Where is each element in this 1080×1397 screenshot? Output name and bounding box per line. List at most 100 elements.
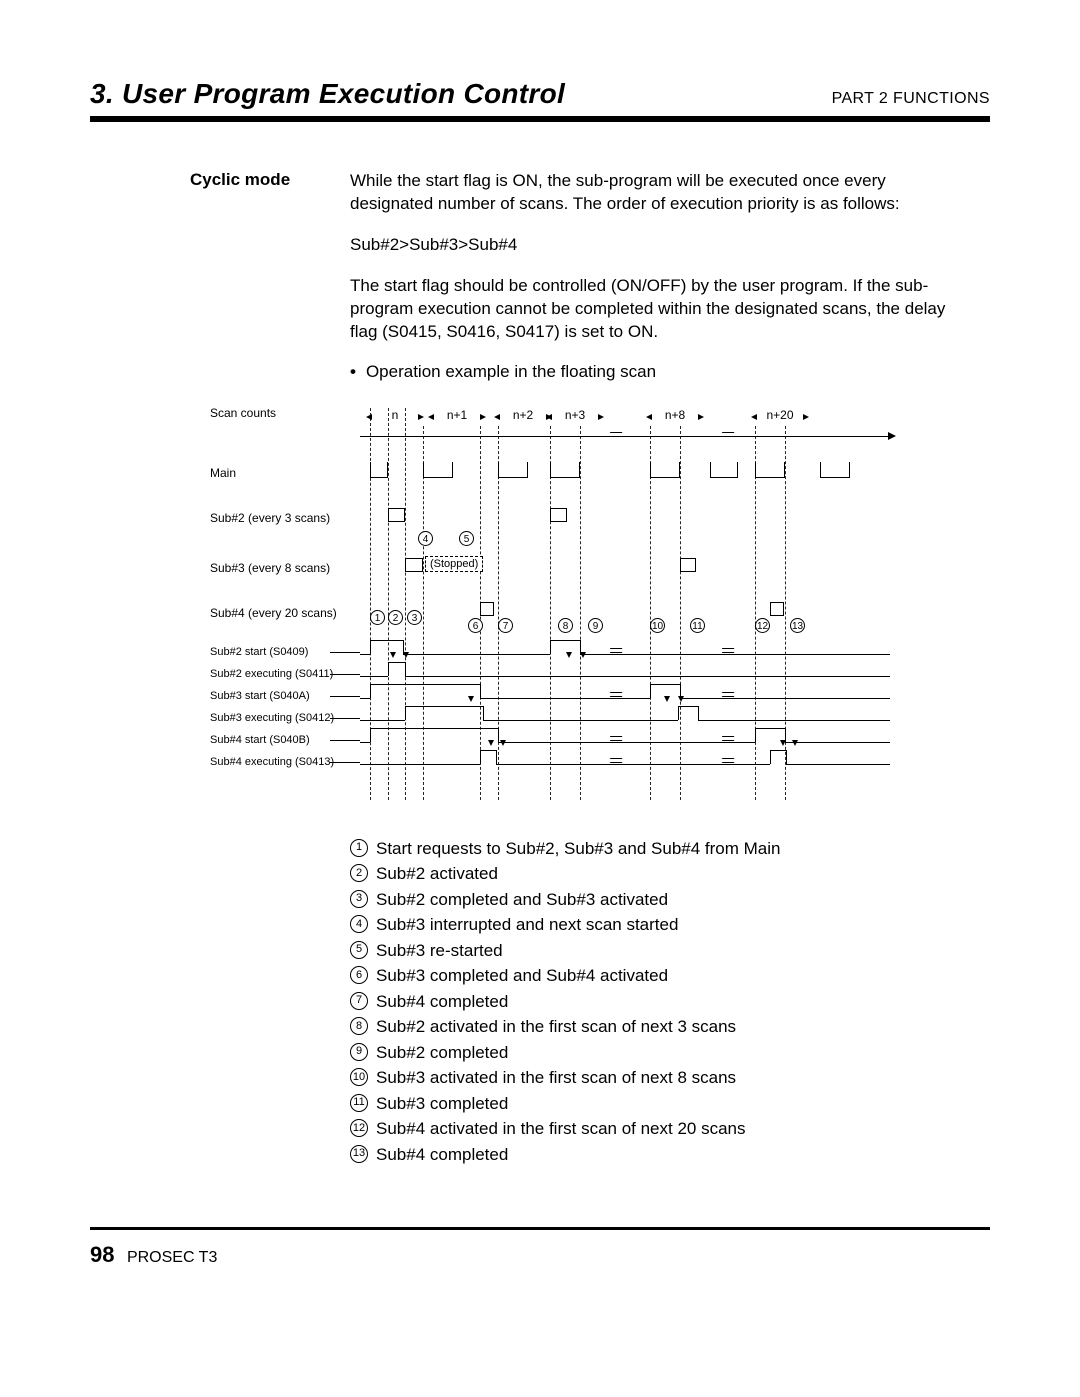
step-text: Sub#3 completed and Sub#4 activated	[376, 963, 668, 989]
label-sub3-exec: Sub#3 executing (S0412)	[210, 712, 334, 724]
axis-break-icon	[608, 758, 620, 768]
lead	[330, 674, 360, 675]
chapter-title: 3. User Program Execution Control	[90, 78, 565, 110]
step-num: 3	[350, 890, 368, 908]
step-item: 13Sub#4 completed	[350, 1142, 990, 1168]
scan-n: n	[370, 408, 420, 422]
step-num: 11	[350, 1094, 368, 1112]
sig-sub2-exec	[360, 662, 890, 676]
main-block	[498, 462, 528, 478]
sub2-block	[388, 508, 405, 522]
step-text: Sub#3 activated in the first scan of nex…	[376, 1065, 736, 1091]
arrow-icon	[566, 652, 572, 658]
bullet-row: • Operation example in the floating scan	[350, 362, 950, 382]
sig-sub4-exec	[360, 750, 890, 764]
main-block	[710, 462, 738, 478]
sig-sub3-exec	[360, 706, 890, 720]
label-sub3: Sub#3 (every 8 scans)	[210, 561, 330, 575]
callout-6: 6	[468, 618, 483, 633]
step-text: Sub#2 completed	[376, 1040, 508, 1066]
step-item: 10 Sub#3 activated in the first scan of n…	[350, 1065, 990, 1091]
step-item: 5 Sub#3 re-started	[350, 938, 990, 964]
step-num: 4	[350, 915, 368, 933]
axis-break-icon	[608, 692, 620, 702]
header-row: 3. User Program Execution Control PART 2…	[90, 78, 990, 116]
lead	[330, 652, 360, 653]
vline	[423, 426, 424, 800]
arrow-icon	[580, 652, 586, 658]
part-label: PART 2 FUNCTIONS	[832, 90, 990, 108]
main-block	[755, 462, 785, 478]
callout-13: 13	[790, 618, 805, 633]
axis-break-icon	[720, 432, 732, 442]
step-item: 1 Start requests to Sub#2, Sub#3 and Sub#…	[350, 836, 990, 862]
body-columns: Cyclic mode While the start flag is ON, …	[190, 170, 950, 396]
lead	[330, 718, 360, 719]
lead	[330, 740, 360, 741]
sig-sub2-start	[360, 640, 890, 654]
arrow-icon	[664, 696, 670, 702]
para-1: While the start flag is ON, the sub-prog…	[350, 170, 950, 216]
step-item: 7Sub#4 completed	[350, 989, 990, 1015]
step-num: 2	[350, 864, 368, 882]
main-block	[550, 462, 580, 478]
para-2: The start flag should be controlled (ON/…	[350, 275, 950, 344]
stopped-label: (Stopped)	[425, 556, 483, 572]
scan-n2: n+2	[498, 408, 548, 422]
axis	[360, 436, 890, 437]
step-num: 12	[350, 1119, 368, 1137]
step-item: 9Sub#2 completed	[350, 1040, 990, 1066]
arrow-icon	[780, 740, 786, 746]
arrow-icon	[403, 652, 409, 658]
step-item: 6Sub#3 completed and Sub#4 activated	[350, 963, 990, 989]
step-num: 1	[350, 839, 368, 857]
step-num: 13	[350, 1145, 368, 1163]
callout-12: 12	[755, 618, 770, 633]
steps-list: 1 Start requests to Sub#2, Sub#3 and Sub#…	[350, 836, 990, 1168]
label-sub2-start: Sub#2 start (S0409)	[210, 646, 308, 658]
vline	[580, 426, 581, 800]
timing-diagram: Scan counts Main Sub#2 (every 3 scans) S…	[210, 396, 890, 806]
arrow-icon	[678, 696, 684, 702]
main-block	[370, 462, 388, 478]
step-item: 8Sub#2 activated in the first scan of ne…	[350, 1014, 990, 1040]
main-block	[820, 462, 850, 478]
vline	[650, 426, 651, 800]
lead	[330, 762, 360, 763]
sig-sub4-start	[360, 728, 890, 742]
step-item: 2Sub#2 activated	[350, 861, 990, 887]
step-num: 8	[350, 1017, 368, 1035]
callout-4: 4	[418, 531, 433, 546]
step-text: Start requests to Sub#2, Sub#3 and Sub#4…	[376, 836, 780, 862]
step-text: Sub#2 completed and Sub#3 activated	[376, 887, 668, 913]
step-num: 7	[350, 992, 368, 1010]
vline	[680, 426, 681, 800]
main-block	[650, 462, 680, 478]
callout-10: 10	[650, 618, 665, 633]
label-sub4-exec: Sub#4 executing (S0413)	[210, 756, 334, 768]
step-text: Sub#4 activated in the first scan of nex…	[376, 1116, 746, 1142]
sig-sub3-start	[360, 684, 890, 698]
step-num: 10	[350, 1068, 368, 1086]
body-text: While the start flag is ON, the sub-prog…	[350, 170, 950, 396]
vline	[755, 426, 756, 800]
label-sub4: Sub#4 (every 20 scans)	[210, 606, 337, 620]
sub4-block	[770, 602, 784, 616]
label-sub2: Sub#2 (every 3 scans)	[210, 511, 330, 525]
axis-break-icon	[720, 736, 732, 746]
step-text: Sub#3 completed	[376, 1091, 508, 1117]
scan-n3: n+3	[550, 408, 600, 422]
scan-n20: n+20	[755, 408, 805, 422]
vline	[550, 426, 551, 800]
label-scan-counts: Scan counts	[210, 406, 276, 420]
label-sub4-start: Sub#4 start (S040B)	[210, 734, 310, 746]
main-block	[423, 462, 453, 478]
label-sub3-start: Sub#3 start (S040A)	[210, 690, 310, 702]
step-text: Sub#3 interrupted and next scan started	[376, 912, 678, 938]
step-num: 5	[350, 941, 368, 959]
step-text: Sub#3 re-started	[376, 938, 503, 964]
arrow-icon	[500, 740, 506, 746]
footer: 98 PROSEC T3	[90, 1242, 990, 1268]
step-item: 12 Sub#4 activated in the first scan of n…	[350, 1116, 990, 1142]
header-rule	[90, 116, 990, 122]
